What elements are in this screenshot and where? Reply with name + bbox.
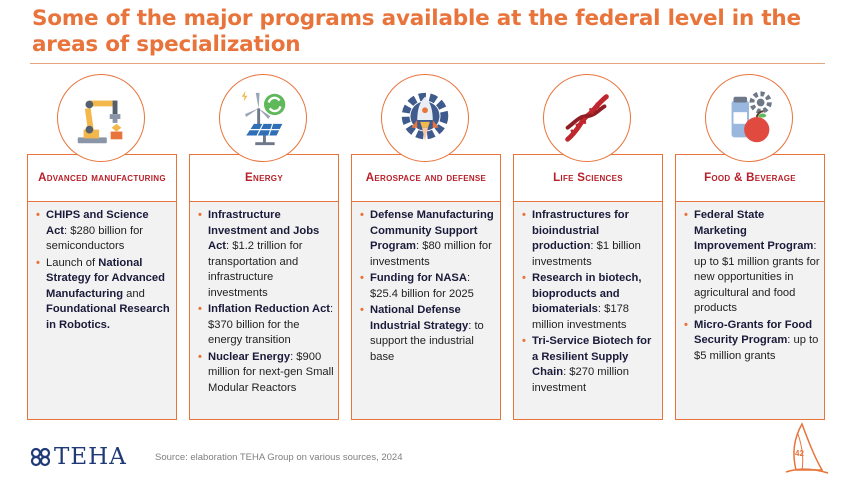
column-food-beverage: Food & Beverage Federal State Marketing …	[675, 74, 825, 420]
heading-food-beverage: Food & Beverage	[675, 154, 825, 202]
program-list-box: Defense Manufacturing Community Support …	[351, 202, 501, 420]
list-item: Defense Manufacturing Community Support …	[360, 208, 496, 270]
list-item: Funding for NASA: $25.4 billion for 2025	[360, 271, 496, 302]
programs-grid: Advanced manufacturing CHIPS and Science…	[27, 74, 827, 420]
rocket-gear-icon	[381, 74, 469, 162]
heading-aerospace-defense: Aerospace and defense	[351, 154, 501, 202]
list-item: Infrastructures for bioindustrial produc…	[522, 208, 658, 270]
logo-text: TEHA	[54, 444, 127, 470]
list-item: Nuclear Energy: $900 million for next-ge…	[198, 350, 334, 397]
list-item: CHIPS and Science Act: $280 billion for …	[36, 208, 172, 255]
list-item: Infrastructure Investment and Jobs Act: …	[198, 208, 334, 301]
heading-life-sciences: Life Sciences	[513, 154, 663, 202]
list-item: Tri-Service Biotech for a Resilient Supp…	[522, 334, 658, 396]
program-list-box: Infrastructure Investment and Jobs Act: …	[189, 202, 339, 420]
teha-logo: TEHA	[30, 442, 127, 472]
column-life-sciences: Life Sciences Infrastructures for bioind…	[513, 74, 663, 420]
source-note: Source: elaboration TEHA Group on variou…	[155, 452, 403, 463]
list-item: Launch of National Strategy for Advanced…	[36, 256, 172, 334]
renewable-energy-icon	[219, 74, 307, 162]
list-item: Inflation Reduction Act: $370 billion fo…	[198, 302, 334, 349]
program-list-box: Federal State Marketing Improvement Prog…	[675, 202, 825, 420]
list-item: Federal State Marketing Improvement Prog…	[684, 208, 820, 317]
heading-advanced-manufacturing: Advanced manufacturing	[27, 154, 177, 202]
column-advanced-manufacturing: Advanced manufacturing CHIPS and Science…	[27, 74, 177, 420]
title-divider	[30, 63, 825, 64]
page-number: 42	[795, 449, 804, 458]
program-list-box: Infrastructures for bioindustrial produc…	[513, 202, 663, 420]
heading-energy: Energy	[189, 154, 339, 202]
column-energy: Energy Infrastructure Investment and Job…	[189, 74, 339, 420]
program-list-box: CHIPS and Science Act: $280 billion for …	[27, 202, 177, 420]
dna-icon	[543, 74, 631, 162]
food-processing-icon	[705, 74, 793, 162]
column-aerospace-defense: Aerospace and defense Defense Manufactur…	[351, 74, 501, 420]
list-item: Micro-Grants for Food Security Program: …	[684, 318, 820, 365]
robot-arm-icon	[57, 74, 145, 162]
list-item: Research in biotech, bioproducts and bio…	[522, 271, 658, 333]
slide-title: Some of the major programs available at …	[32, 6, 801, 57]
sail-logo-icon	[785, 422, 829, 474]
teha-mark-icon	[30, 447, 51, 467]
list-item: National Defense Industrial Strategy: to…	[360, 303, 496, 365]
